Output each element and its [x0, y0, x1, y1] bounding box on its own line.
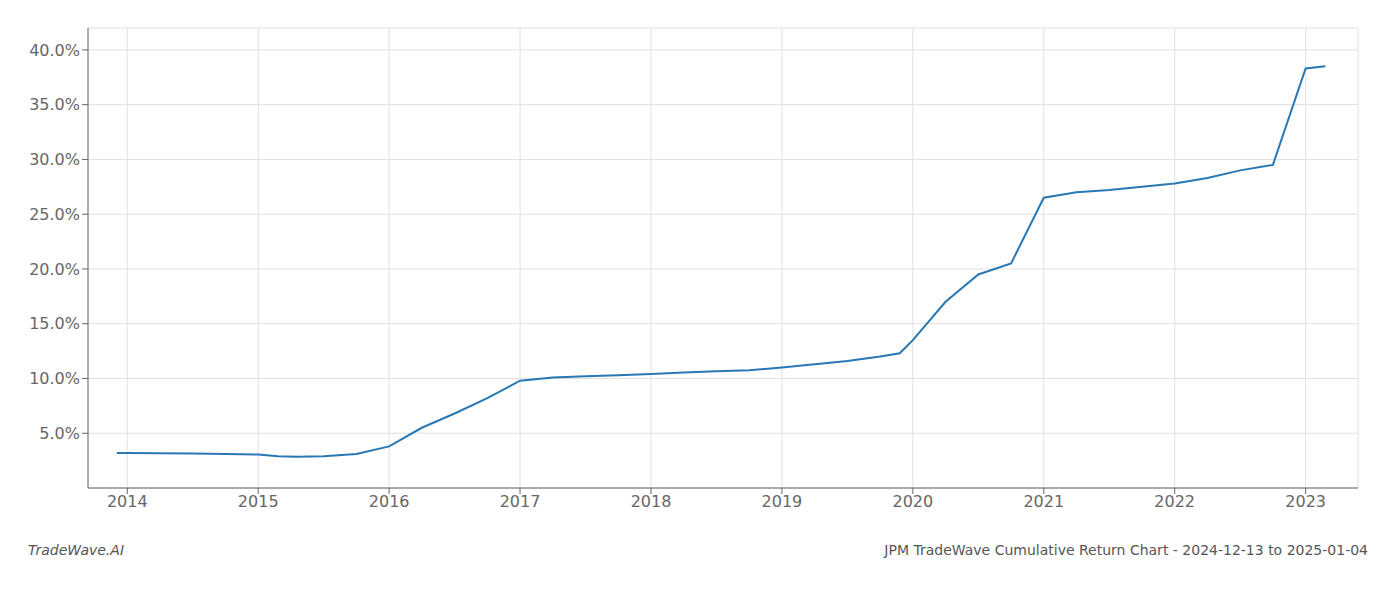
svg-text:10.0%: 10.0% [29, 369, 80, 388]
svg-text:2020: 2020 [892, 492, 933, 511]
svg-text:2017: 2017 [500, 492, 541, 511]
svg-text:40.0%: 40.0% [29, 41, 80, 60]
svg-text:15.0%: 15.0% [29, 314, 80, 333]
svg-text:2019: 2019 [762, 492, 803, 511]
svg-text:35.0%: 35.0% [29, 95, 80, 114]
html-text:TradeWave.AI: TradeWave.AI [28, 542, 124, 558]
svg-text:2022: 2022 [1154, 492, 1195, 511]
svg-text:25.0%: 25.0% [29, 205, 80, 224]
svg-text:5.0%: 5.0% [39, 424, 80, 443]
svg-text:2014: 2014 [107, 492, 148, 511]
svg-text:20.0%: 20.0% [29, 260, 80, 279]
svg-text:2016: 2016 [369, 492, 410, 511]
html-text:JPM TradeWave Cumulative Retur: JPM TradeWave Cumulative Return Chart - … [884, 542, 1368, 558]
svg-text:2015: 2015 [238, 492, 279, 511]
svg-text:2018: 2018 [631, 492, 672, 511]
svg-text:30.0%: 30.0% [29, 150, 80, 169]
svg-text:2021: 2021 [1023, 492, 1064, 511]
svg-text:2023: 2023 [1285, 492, 1326, 511]
